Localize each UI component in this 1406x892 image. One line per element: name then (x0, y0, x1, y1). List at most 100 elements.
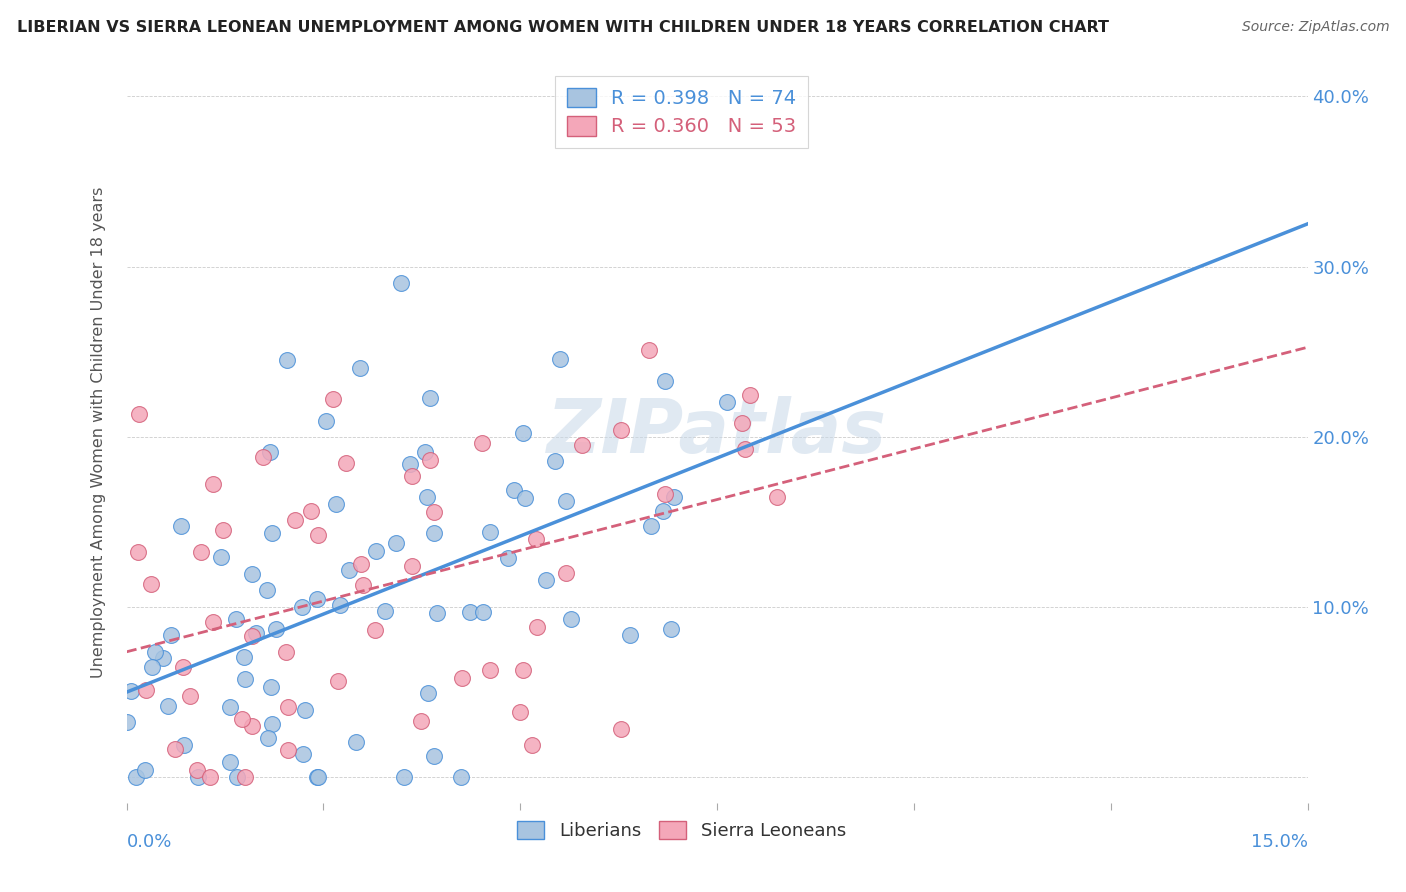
Point (716, 394, 738, 409)
Point (548, 352, 571, 367)
Point (479, 663, 502, 677)
Point (294, 703, 316, 717)
Point (740, 388, 762, 402)
Point (163, 741, 186, 756)
Point (509, 705, 531, 719)
Point (419, 392, 441, 406)
Point (322, 392, 344, 407)
Point (385, 535, 408, 549)
Point (252, 450, 274, 465)
Point (212, 523, 235, 537)
Point (416, 686, 439, 700)
Point (259, 444, 281, 458)
Point (534, 574, 557, 588)
Point (120, 684, 142, 698)
Point (411, 714, 433, 728)
Point (364, 544, 387, 558)
Point (225, 612, 247, 626)
Point (264, 622, 287, 636)
Point (544, 453, 567, 467)
Point (662, 490, 685, 504)
Point (260, 716, 283, 731)
Point (233, 650, 256, 665)
Point (471, 436, 494, 450)
Point (245, 625, 267, 640)
Text: 0.0%: 0.0% (127, 833, 172, 852)
Point (352, 578, 374, 592)
Point (654, 487, 676, 501)
Point (202, 477, 225, 491)
Point (328, 673, 350, 688)
Point (257, 731, 280, 745)
Point (231, 712, 253, 726)
Point (201, 615, 224, 629)
Point (350, 557, 373, 571)
Point (637, 343, 659, 358)
Point (415, 490, 437, 504)
Point (308, 528, 330, 542)
Point (450, 770, 472, 784)
Point (522, 739, 544, 753)
Point (127, 544, 149, 558)
Point (560, 612, 582, 626)
Point (337, 563, 360, 577)
Legend: Liberians, Sierra Leoneans: Liberians, Sierra Leoneans (509, 812, 855, 849)
Point (292, 747, 315, 761)
Point (262, 525, 284, 540)
Point (329, 598, 352, 612)
Point (125, 770, 148, 784)
Point (240, 566, 263, 581)
Point (730, 416, 752, 430)
Point (374, 604, 396, 618)
Point (392, 770, 415, 784)
Point (117, 714, 139, 729)
Point (240, 629, 263, 643)
Text: 15.0%: 15.0% (1250, 833, 1308, 852)
Point (555, 566, 578, 580)
Point (218, 699, 240, 714)
Point (190, 545, 212, 559)
Point (512, 425, 534, 440)
Point (610, 423, 633, 437)
Point (159, 628, 181, 642)
Point (284, 513, 307, 527)
Point (307, 770, 329, 784)
Point (458, 605, 481, 619)
Point (513, 491, 536, 505)
Point (335, 456, 357, 470)
Point (512, 663, 534, 677)
Point (135, 682, 157, 697)
Point (173, 738, 195, 752)
Point (260, 680, 283, 694)
Point (276, 743, 298, 757)
Point (218, 755, 240, 769)
Point (128, 407, 150, 421)
Point (315, 414, 337, 428)
Point (659, 622, 682, 636)
Text: Source: ZipAtlas.com: Source: ZipAtlas.com (1241, 20, 1389, 34)
Point (134, 763, 156, 777)
Point (619, 627, 641, 641)
Point (233, 770, 256, 784)
Point (305, 591, 328, 606)
Point (413, 445, 436, 459)
Point (571, 438, 593, 452)
Point (305, 770, 328, 784)
Point (502, 483, 524, 498)
Point (734, 442, 756, 457)
Point (610, 723, 633, 737)
Point (364, 623, 387, 637)
Point (141, 659, 163, 673)
Point (277, 699, 299, 714)
Point (391, 277, 413, 291)
Point (654, 374, 676, 388)
Point (399, 457, 422, 471)
Point (423, 526, 446, 541)
Point (170, 519, 193, 533)
Point (186, 763, 208, 777)
Point (423, 748, 446, 763)
Point (496, 551, 519, 566)
Point (426, 606, 449, 620)
Point (349, 361, 371, 376)
Point (640, 519, 662, 533)
